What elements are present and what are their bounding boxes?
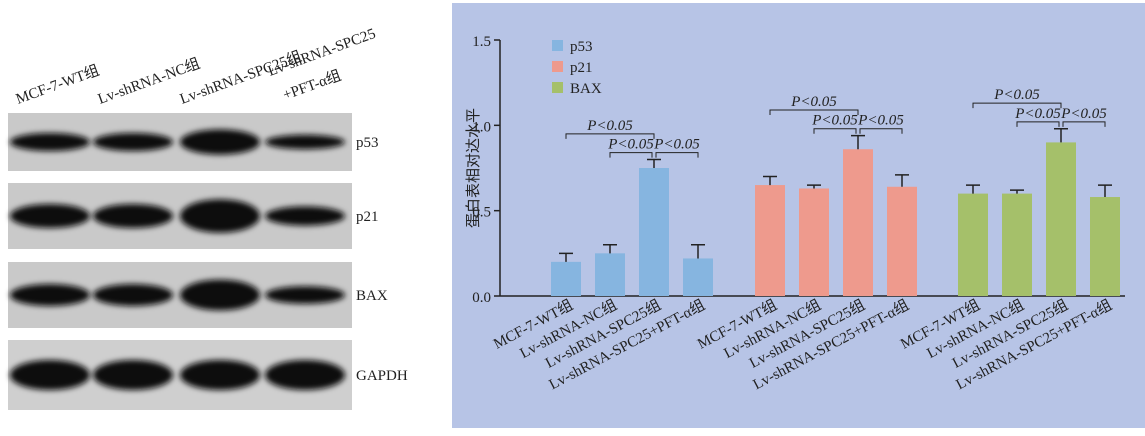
blot-band bbox=[93, 360, 173, 390]
blot-band bbox=[180, 129, 260, 154]
protein-label: GAPDH bbox=[356, 368, 408, 384]
legend-swatch bbox=[552, 40, 563, 51]
bar bbox=[799, 188, 829, 296]
blot-band bbox=[180, 360, 260, 390]
y-axis-label: 蛋白表相对达水平 bbox=[465, 108, 482, 228]
blot-band bbox=[265, 135, 345, 149]
bar bbox=[1090, 197, 1120, 296]
blot-band bbox=[180, 199, 260, 233]
lane-label: MCF-7-WT组 bbox=[14, 62, 102, 108]
bar bbox=[551, 262, 581, 296]
blot-band bbox=[93, 284, 173, 306]
blot-band bbox=[10, 284, 90, 306]
legend-swatch bbox=[552, 82, 563, 93]
blot-band bbox=[10, 360, 90, 390]
bar bbox=[843, 149, 873, 296]
figure: p53p21BAXGAPDHMCF-7-WT组Lv-shRNA-NC组Lv-sh… bbox=[0, 0, 1145, 431]
legend-label: p53 bbox=[570, 39, 593, 55]
significance-label: P<0.05 bbox=[653, 137, 700, 153]
bar bbox=[958, 194, 988, 296]
significance-label: P<0.05 bbox=[1014, 106, 1061, 122]
blot-band bbox=[265, 206, 345, 225]
bar bbox=[595, 253, 625, 296]
bar bbox=[755, 185, 785, 296]
blot-band bbox=[93, 133, 173, 151]
bar bbox=[1046, 142, 1076, 296]
bar bbox=[639, 168, 669, 296]
blot-band bbox=[265, 360, 345, 390]
y-tick-label: 0.0 bbox=[472, 290, 491, 306]
significance-label: P<0.05 bbox=[790, 94, 837, 110]
bar bbox=[683, 258, 713, 296]
blot-band bbox=[265, 286, 345, 304]
protein-label: p53 bbox=[356, 135, 379, 151]
protein-label: p21 bbox=[356, 209, 379, 225]
legend-label: p21 bbox=[570, 60, 593, 76]
bar bbox=[887, 187, 917, 296]
protein-label: BAX bbox=[356, 288, 388, 304]
lane-label: Lv-shRNA-SPC25 bbox=[266, 26, 378, 80]
bar bbox=[1002, 194, 1032, 296]
blot-band bbox=[10, 133, 90, 151]
significance-label: P<0.05 bbox=[1060, 106, 1107, 122]
y-tick-label: 1.5 bbox=[472, 34, 491, 50]
significance-label: P<0.05 bbox=[993, 87, 1040, 103]
legend-swatch bbox=[552, 61, 563, 72]
significance-label: P<0.05 bbox=[857, 113, 904, 129]
significance-label: P<0.05 bbox=[586, 118, 633, 134]
blot-band bbox=[93, 204, 173, 228]
legend-label: BAX bbox=[570, 81, 602, 97]
blot-band bbox=[180, 280, 260, 311]
blot-band bbox=[10, 204, 90, 228]
significance-label: P<0.05 bbox=[607, 137, 654, 153]
significance-label: P<0.05 bbox=[811, 113, 858, 129]
